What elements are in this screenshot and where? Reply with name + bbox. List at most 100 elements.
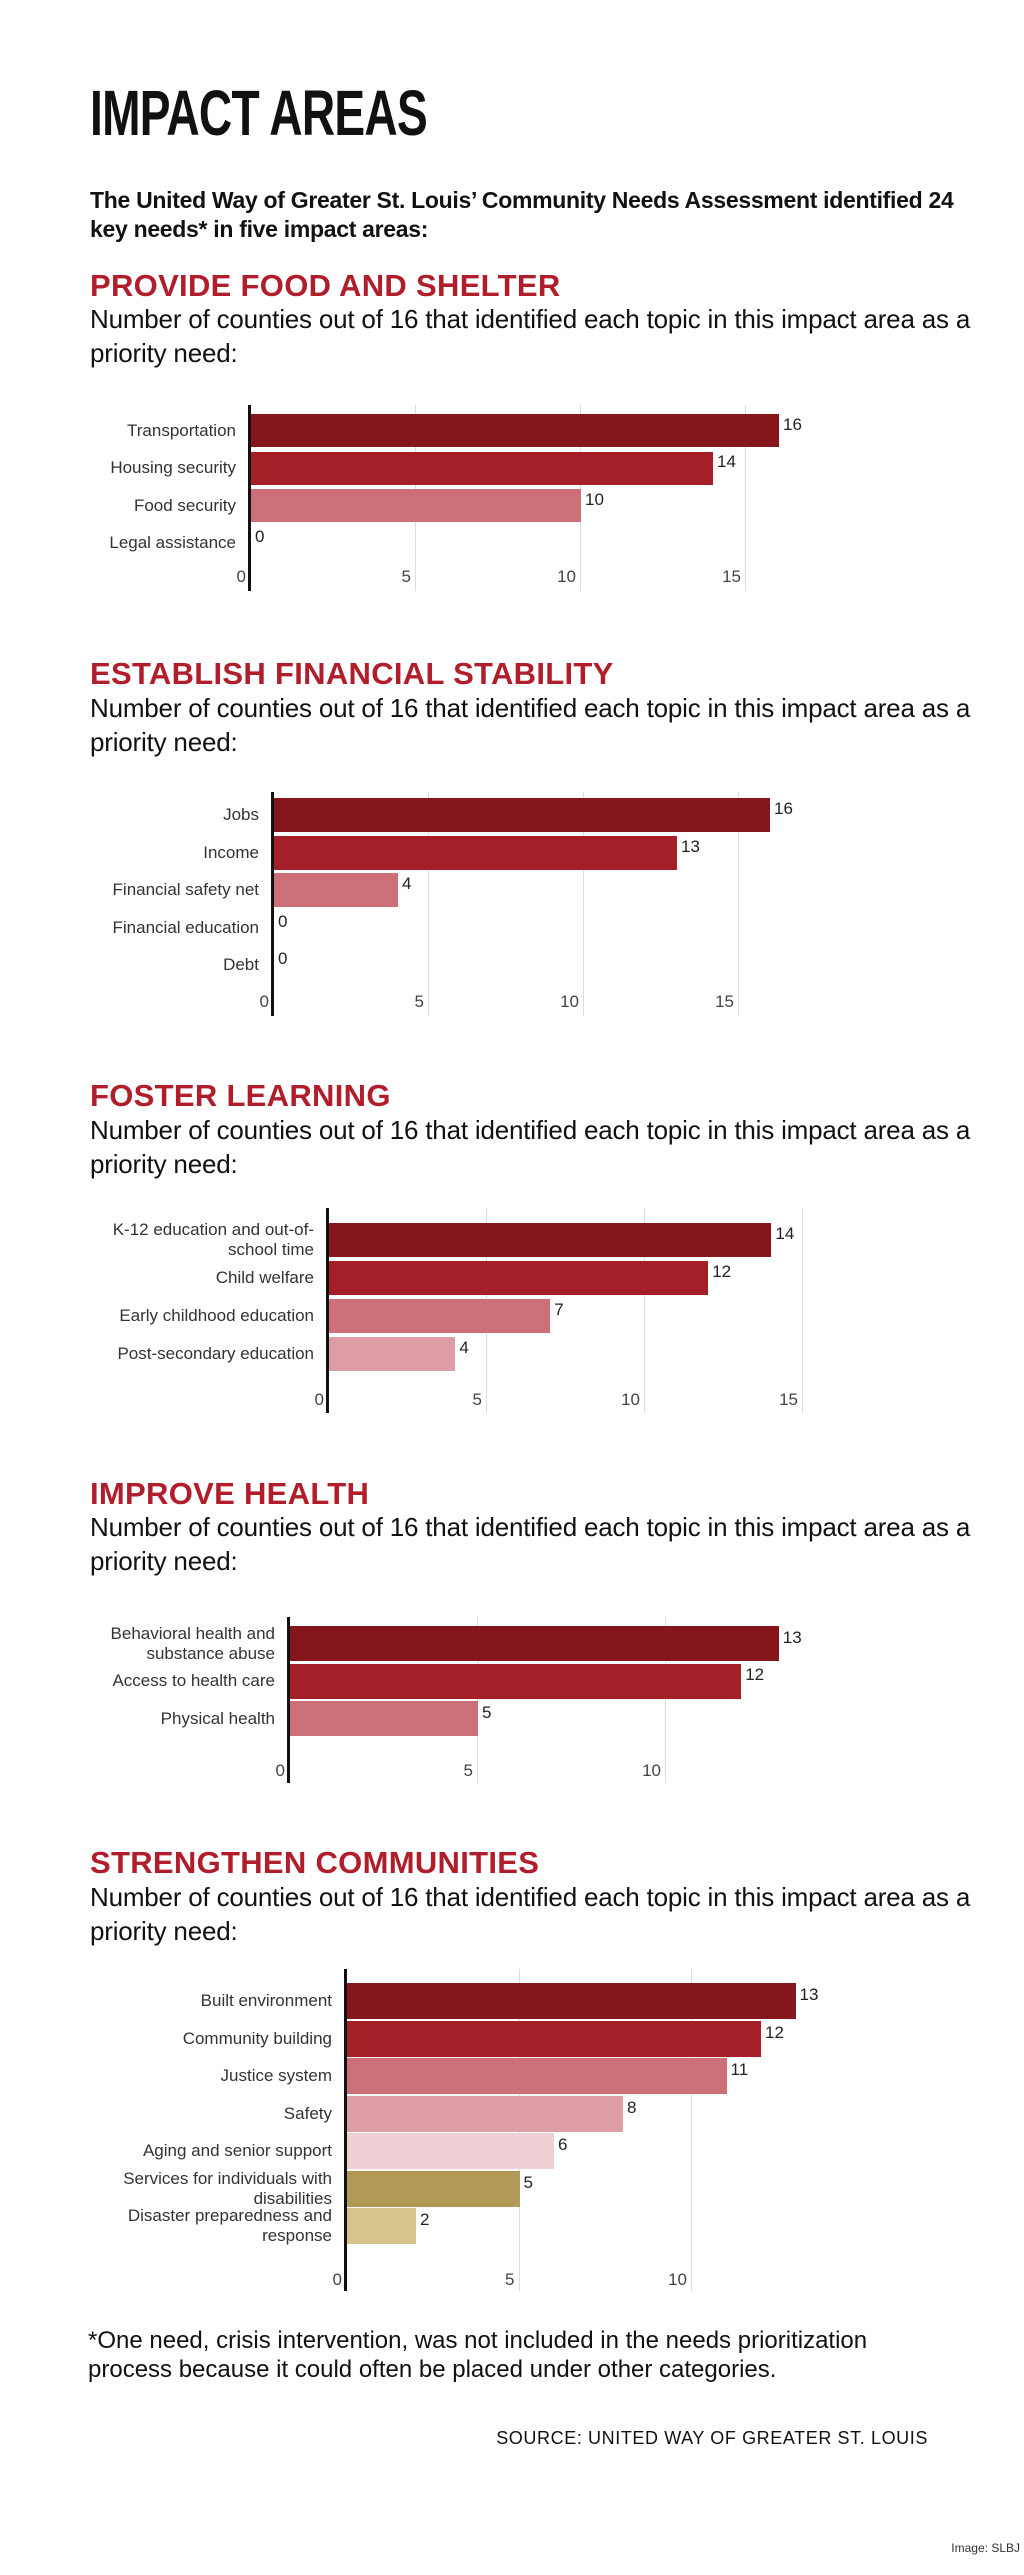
value-label: 16 — [783, 414, 802, 434]
x-tick-label: 5 — [463, 1761, 473, 1780]
bar — [290, 1701, 478, 1736]
bar — [347, 2058, 727, 2094]
category-label: Debt — [223, 955, 259, 974]
section-heading: FOSTER LEARNING — [90, 1078, 391, 1113]
source-note: SOURCE: UNITED WAY OF GREATER ST. LOUIS — [496, 2428, 928, 2448]
section-subtitle: Number of counties out of 16 that identi… — [90, 1882, 971, 1946]
section-heading: ESTABLISH FINANCIAL STABILITY — [90, 656, 614, 691]
x-tick-label: 10 — [621, 1390, 640, 1409]
x-tick-label: 10 — [668, 2270, 687, 2289]
category-label: Disaster preparedness and response — [127, 2206, 332, 2245]
x-tick-label: 0 — [236, 567, 246, 586]
page-title: IMPACT AREAS — [90, 77, 428, 149]
value-label: 5 — [523, 2172, 533, 2192]
bar — [290, 1663, 742, 1699]
bar — [290, 1626, 779, 1661]
x-tick-label: 5 — [401, 567, 411, 586]
x-tick-label: 15 — [722, 567, 741, 586]
value-label: 10 — [585, 489, 604, 509]
category-label: Financial safety net — [112, 880, 259, 899]
x-tick-label: 0 — [314, 1390, 324, 1409]
value-label: 8 — [627, 2097, 637, 2117]
x-tick-label: 10 — [560, 992, 579, 1011]
y-axis-line — [287, 1617, 290, 1783]
category-label: Financial education — [112, 917, 259, 937]
category-label: Legal assistance — [109, 533, 236, 552]
category-label: Built environment — [200, 1991, 332, 2010]
bar — [251, 451, 713, 485]
category-label: Justice system — [220, 2066, 332, 2085]
value-label: 12 — [712, 1262, 732, 1281]
category-label: Aging and senior support — [142, 2141, 332, 2160]
category-label: Community building — [182, 2028, 332, 2048]
value-label: 16 — [774, 799, 793, 818]
gridline — [644, 1208, 645, 1413]
gridline — [738, 792, 739, 1016]
category-label: Physical health — [160, 1708, 275, 1728]
category-label: Early childhood education — [119, 1306, 314, 1325]
value-label: 0 — [255, 527, 265, 546]
bar — [329, 1337, 456, 1371]
value-label: 4 — [402, 874, 412, 893]
category-label: K-12 education and out-of-school time — [112, 1220, 314, 1259]
footnote: *One need, crisis intervention, was not … — [88, 2327, 868, 2383]
value-label: 6 — [558, 2135, 568, 2154]
y-axis-line — [344, 1969, 347, 2291]
value-label: 13 — [782, 1627, 802, 1647]
x-tick-label: 15 — [715, 992, 734, 1011]
gridline — [802, 1208, 803, 1413]
category-label: Food security — [133, 495, 236, 515]
bar — [347, 2208, 416, 2244]
bar — [347, 2170, 520, 2207]
category-label: Transportation — [127, 420, 236, 440]
section-heading: IMPROVE HEALTH — [90, 1476, 370, 1511]
value-label: 13 — [681, 836, 700, 856]
bar — [329, 1299, 551, 1333]
y-axis-line — [326, 1208, 329, 1413]
section-subtitle: Number of counties out of 16 that identi… — [90, 304, 971, 368]
x-tick-label: 5 — [505, 2270, 515, 2289]
value-label: 5 — [482, 1702, 492, 1722]
value-label: 0 — [278, 911, 288, 931]
category-label: Safety — [283, 2103, 332, 2123]
bar — [347, 1983, 796, 2019]
section-subtitle: Number of counties out of 16 that identi… — [90, 1512, 971, 1576]
gridline — [583, 792, 584, 1016]
section-subtitle: Number of counties out of 16 that identi… — [90, 1115, 971, 1179]
bar — [251, 489, 581, 522]
x-tick-label: 0 — [275, 1761, 285, 1780]
value-label: 2 — [420, 2210, 430, 2229]
category-label: Behavioral health and substance abuse — [110, 1623, 275, 1663]
section-heading: STRENGTHEN COMMUNITIES — [90, 1845, 540, 1880]
image-credit: Image: SLBJ — [951, 2541, 1020, 2555]
section-heading: PROVIDE FOOD AND SHELTER — [90, 268, 561, 303]
category-label: Jobs — [223, 805, 259, 824]
bar — [329, 1223, 772, 1257]
category-label: Post-secondary education — [117, 1344, 314, 1363]
x-tick-label: 0 — [259, 992, 269, 1011]
gridline — [428, 792, 429, 1016]
bar — [274, 873, 398, 907]
value-label: 4 — [459, 1338, 469, 1357]
intro-text: The United Way of Greater St. Louis’ Com… — [90, 187, 954, 242]
x-tick-label: 5 — [472, 1390, 482, 1409]
value-label: 12 — [745, 1665, 765, 1684]
x-tick-label: 15 — [779, 1390, 798, 1409]
gridline — [745, 405, 746, 591]
bar — [251, 414, 779, 447]
gridline — [477, 1617, 478, 1783]
x-tick-label: 5 — [414, 992, 424, 1011]
gridline — [691, 1969, 692, 2291]
bar — [347, 2095, 623, 2132]
bar — [347, 2133, 554, 2169]
category-label: Housing security — [110, 458, 236, 477]
category-label: Services for individuals with disabiliti… — [123, 2168, 332, 2208]
value-label: 11 — [730, 2060, 749, 2079]
x-tick-label: 10 — [557, 567, 576, 586]
y-axis-line — [271, 792, 274, 1016]
value-label: 14 — [717, 452, 736, 471]
category-label: Access to health care — [112, 1671, 275, 1690]
bar — [274, 835, 677, 870]
value-label: 0 — [278, 949, 288, 968]
value-label: 12 — [765, 2022, 784, 2042]
